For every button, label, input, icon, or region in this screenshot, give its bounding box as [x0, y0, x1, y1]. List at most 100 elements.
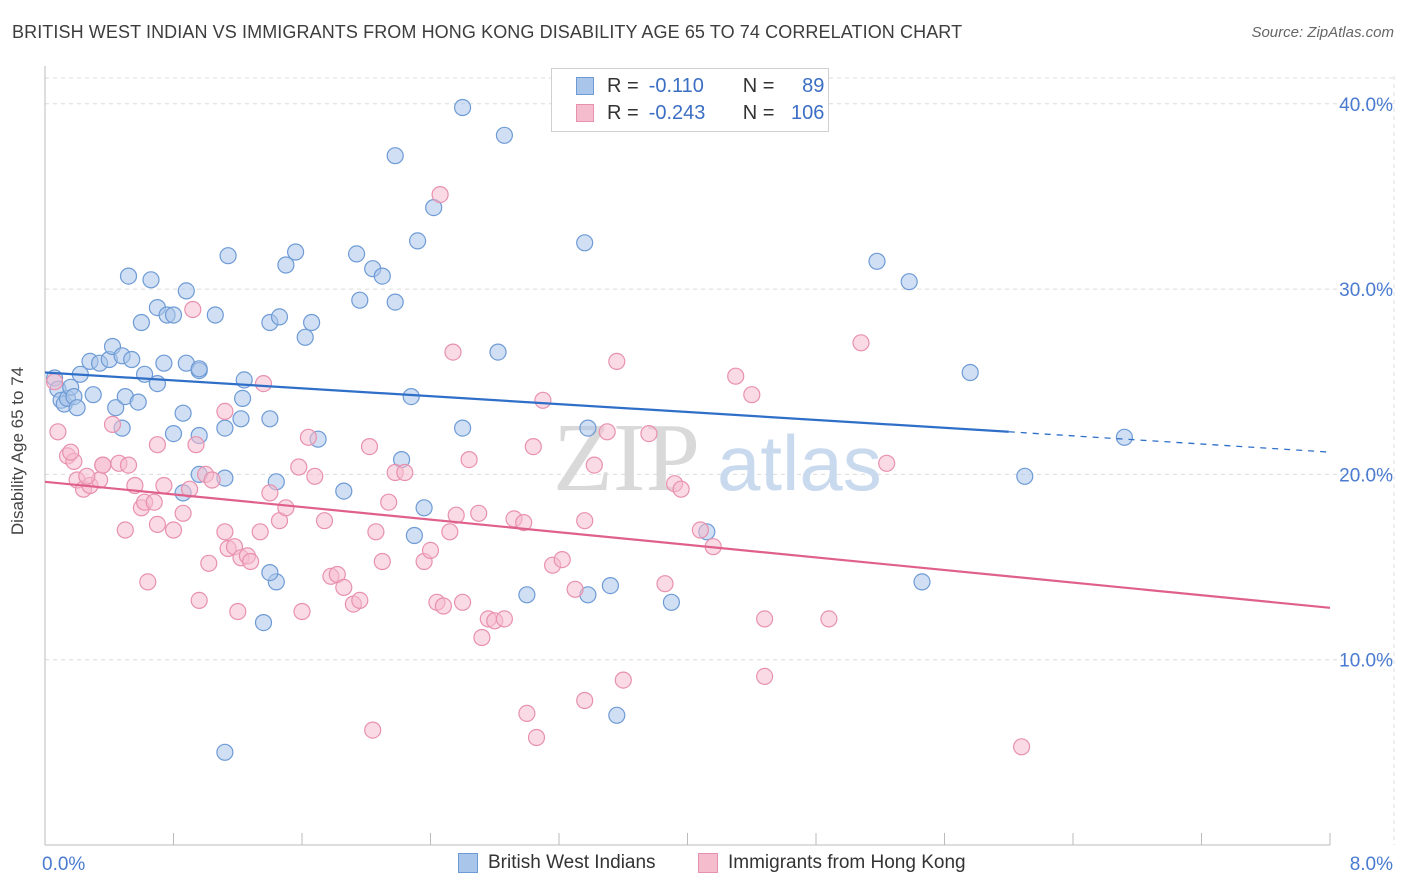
data-point: [155, 476, 173, 495]
data-point: [1115, 428, 1134, 446]
data-point: [234, 389, 252, 407]
legend-n-value: 106: [791, 101, 825, 124]
data-point: [396, 463, 414, 482]
data-point: [515, 513, 533, 532]
data-point: [1012, 738, 1031, 756]
data-point: [441, 523, 459, 541]
data-point: [961, 363, 979, 382]
data-point: [421, 541, 440, 560]
data-point: [216, 419, 234, 437]
data-point: [132, 313, 150, 332]
watermark-atlas: atlas: [717, 419, 882, 507]
legend-swatch-pink: [698, 853, 718, 873]
data-point: [293, 602, 311, 621]
data-point: [576, 691, 594, 710]
legend-r-value: -0.110: [648, 74, 704, 97]
data-point: [129, 393, 147, 411]
data-point: [495, 126, 513, 144]
data-point: [348, 245, 366, 263]
legend-row-blue: R = -0.110 N = 89: [576, 73, 824, 99]
data-point: [287, 243, 305, 261]
data-point: [306, 467, 324, 485]
watermark: ZIP atlas: [553, 404, 882, 512]
data-point: [303, 313, 321, 332]
data-point: [454, 419, 472, 437]
data-point: [164, 306, 183, 324]
data-point: [216, 743, 234, 761]
legend-r-value: -0.243: [648, 101, 706, 124]
data-point: [94, 456, 112, 474]
data-point: [518, 704, 536, 723]
legend-item-british-west-indians: British West Indians: [458, 852, 656, 874]
chart-title: BRITISH WEST INDIAN VS IMMIGRANTS FROM H…: [12, 22, 963, 42]
data-point: [534, 391, 552, 409]
data-point: [315, 512, 334, 530]
data-point: [232, 410, 250, 428]
data-point: [473, 628, 491, 647]
data-point: [139, 573, 157, 591]
data-point: [203, 471, 221, 489]
data-point: [351, 591, 369, 610]
data-point: [900, 273, 918, 291]
stats-legend: R = -0.110 N = 89 R = -0.243 N = 106: [551, 68, 829, 132]
data-point: [576, 512, 594, 530]
data-point: [290, 458, 308, 476]
data-point: [566, 580, 584, 598]
data-point: [386, 147, 404, 165]
data-point: [755, 610, 774, 628]
data-point: [190, 591, 208, 610]
trend-lines: [44, 371, 1331, 609]
data-point: [495, 610, 513, 628]
data-point: [261, 484, 279, 502]
data-point: [251, 523, 269, 541]
data-point: [454, 593, 472, 611]
legend-n-value: 89: [802, 74, 825, 97]
data-point: [116, 521, 134, 539]
data-point: [155, 354, 173, 372]
legend-r-label: R =: [607, 74, 639, 97]
data-point: [78, 467, 96, 485]
data-point: [84, 386, 102, 404]
data-point: [187, 436, 205, 454]
data-point: [820, 610, 838, 628]
data-point: [454, 98, 472, 117]
data-point: [335, 482, 353, 500]
data-point: [119, 267, 138, 285]
series-british-west-indians: [45, 98, 1134, 761]
data-point: [553, 550, 571, 569]
data-point: [852, 334, 870, 352]
source-label: Source: ZipAtlas.com: [1251, 24, 1394, 41]
data-point: [177, 282, 195, 300]
data-point: [123, 350, 141, 369]
legend-swatch-pink: [576, 104, 594, 122]
data-point: [460, 451, 478, 469]
y-axis-label-wrap: Disability Age 65 to 74: [8, 367, 28, 544]
y-tick-label: 30.0%: [1339, 280, 1393, 301]
tick-labels: 10.0% 20.0% 30.0% 40.0% 0.0% 8.0%: [42, 95, 1393, 875]
data-point: [148, 515, 166, 534]
legend-swatch-blue: [576, 77, 594, 95]
data-point: [335, 578, 353, 597]
data-point: [672, 480, 690, 498]
data-point: [518, 586, 536, 604]
data-point: [261, 563, 279, 582]
trend-line-blue: [44, 371, 1009, 433]
data-point: [164, 521, 183, 539]
legend-label: British West Indians: [488, 852, 656, 873]
data-point: [277, 499, 295, 517]
data-point: [405, 526, 423, 545]
axes: [44, 66, 1331, 846]
data-point: [142, 271, 160, 289]
data-point: [913, 573, 931, 591]
legend-item-immigrants-from-hong-kong: Immigrants from Hong Kong: [698, 852, 966, 874]
data-point: [640, 425, 658, 443]
data-point: [608, 352, 626, 370]
data-point: [181, 480, 199, 498]
data-point: [878, 454, 896, 472]
data-point: [103, 415, 122, 433]
data-point: [691, 521, 710, 539]
y-tick-label: 40.0%: [1339, 95, 1393, 116]
data-point: [470, 504, 488, 522]
legend-row-pink: R = -0.243 N = 106: [576, 100, 824, 126]
